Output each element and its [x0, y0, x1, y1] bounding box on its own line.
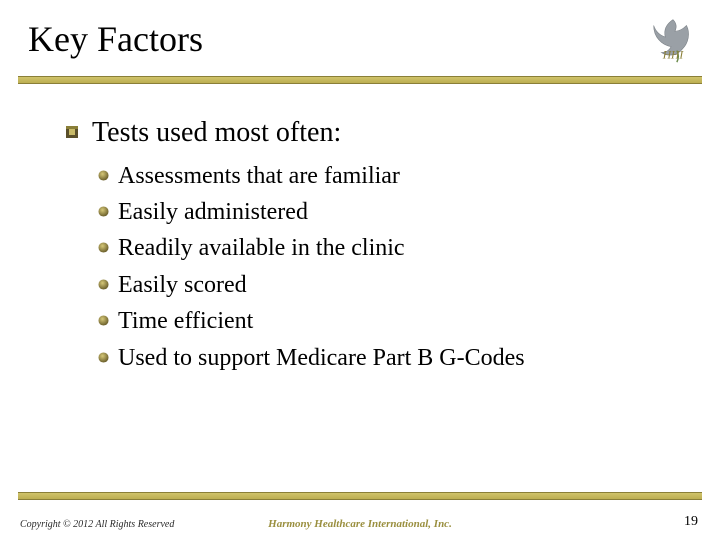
- title-region: Key Factors HHI: [0, 0, 720, 66]
- list-item: Time efficient: [118, 305, 680, 337]
- logo-text: HHI: [662, 48, 685, 61]
- bullet-level2-list: Assessments that are familiar Easily adm…: [92, 160, 680, 374]
- square-bullet-icon: [66, 126, 78, 138]
- round-bullet-icon: [98, 170, 109, 181]
- list-item: Easily administered: [118, 196, 680, 228]
- footer: Copyright © 2012 All Rights Reserved Har…: [0, 508, 720, 530]
- page-number: 19: [684, 514, 698, 530]
- slide: Key Factors HHI Tests used most often:: [0, 0, 720, 540]
- list-item-label: Easily scored: [118, 272, 247, 298]
- logo: HHI: [644, 10, 702, 68]
- list-item: Easily scored: [118, 269, 680, 301]
- list-item-label: Readily available in the clinic: [118, 235, 405, 261]
- footer-org: Harmony Healthcare International, Inc.: [0, 518, 720, 530]
- list-item: Readily available in the clinic: [118, 232, 680, 264]
- body-content: Tests used most often: Assessments that …: [0, 84, 720, 374]
- list-item-label: Easily administered: [118, 199, 308, 225]
- dove-logo-icon: HHI: [644, 10, 702, 68]
- divider-top: [18, 76, 702, 84]
- round-bullet-icon: [98, 315, 109, 326]
- divider-bottom: [18, 492, 702, 500]
- list-item-label: Assessments that are familiar: [118, 163, 400, 189]
- round-bullet-icon: [98, 206, 109, 217]
- bullet-level1-label: Tests used most often:: [92, 117, 341, 148]
- page-title: Key Factors: [28, 18, 692, 60]
- list-item: Used to support Medicare Part B G-Codes: [118, 342, 680, 374]
- round-bullet-icon: [98, 279, 109, 290]
- round-bullet-icon: [98, 352, 109, 363]
- round-bullet-icon: [98, 242, 109, 253]
- list-item-label: Time efficient: [118, 308, 253, 334]
- list-item-label: Used to support Medicare Part B G-Codes: [118, 345, 525, 371]
- list-item: Assessments that are familiar: [118, 160, 680, 192]
- bullet-level1: Tests used most often:: [92, 116, 680, 150]
